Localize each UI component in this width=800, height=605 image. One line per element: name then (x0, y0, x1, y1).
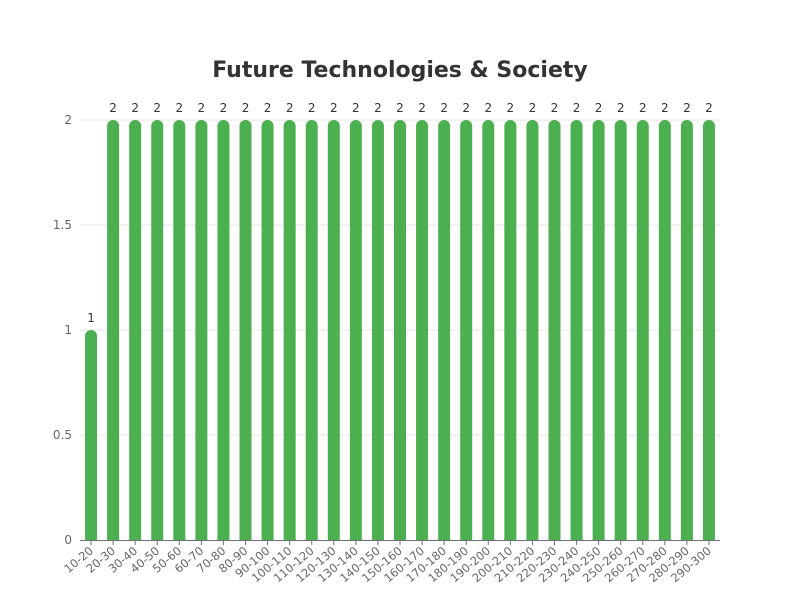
bar[interactable] (526, 120, 539, 540)
bar[interactable] (305, 120, 318, 540)
bar[interactable] (636, 120, 649, 540)
bar[interactable] (570, 120, 583, 540)
data-label: 2 (175, 101, 183, 115)
data-label: 2 (374, 101, 382, 115)
data-label: 2 (440, 101, 448, 115)
bar[interactable] (151, 120, 164, 540)
data-label: 2 (264, 101, 272, 115)
data-label: 2 (573, 101, 581, 115)
data-labels: 12 2 2 2 2 2 2 2 2 2 2 2 2 2 2 2 2 2 2 2 2 2 2 2 2 2 2 2 (87, 101, 713, 325)
data-label: 2 (352, 101, 360, 115)
bar[interactable] (173, 120, 186, 540)
y-tick-label: 0.5 (53, 428, 72, 442)
data-label: 2 (220, 101, 228, 115)
data-label: 2 (661, 101, 669, 115)
bar[interactable] (217, 120, 230, 540)
data-label: 2 (705, 101, 713, 115)
data-label: 2 (131, 101, 139, 115)
bar[interactable] (702, 120, 715, 540)
data-label: 2 (308, 101, 316, 115)
data-label: 2 (617, 101, 625, 115)
data-label: 2 (595, 101, 603, 115)
bar[interactable] (482, 120, 495, 540)
bars (85, 119, 715, 540)
bar[interactable] (614, 120, 627, 540)
data-label: 2 (286, 101, 294, 115)
bar[interactable] (416, 120, 429, 540)
bar[interactable] (460, 120, 473, 540)
bar[interactable] (438, 120, 451, 540)
bar[interactable] (283, 120, 296, 540)
bar[interactable] (327, 120, 340, 540)
data-label: 2 (484, 101, 492, 115)
bar[interactable] (261, 120, 274, 540)
data-label: 2 (396, 101, 404, 115)
bar[interactable] (394, 120, 406, 540)
data-label: 2 (198, 101, 206, 115)
chart-title: Future Technologies & Society (212, 58, 588, 83)
data-label: 2 (507, 101, 515, 115)
bar[interactable] (349, 120, 362, 540)
data-label: 2 (242, 101, 250, 115)
bar[interactable] (129, 120, 142, 540)
data-label: 2 (330, 101, 338, 115)
data-label: 2 (551, 101, 559, 115)
data-label: 2 (529, 101, 537, 115)
bar[interactable] (592, 120, 605, 540)
y-tick-label: 1.5 (53, 218, 72, 232)
y-tick-label: 2 (64, 113, 72, 127)
bar[interactable] (107, 120, 120, 540)
bar[interactable] (239, 120, 252, 540)
data-label: 2 (639, 101, 647, 115)
y-tick-label: 1 (64, 323, 72, 337)
data-label: 2 (109, 101, 117, 115)
bar[interactable] (680, 120, 693, 540)
bar[interactable] (548, 120, 561, 540)
data-label: 2 (462, 101, 470, 115)
data-label: 2 (418, 101, 426, 115)
bar[interactable] (195, 120, 208, 540)
bar[interactable] (85, 330, 98, 540)
data-label: 1 (87, 311, 95, 325)
y-tick-label: 0 (64, 533, 72, 547)
bar[interactable] (371, 120, 384, 540)
bar[interactable] (504, 119, 517, 540)
bar[interactable] (658, 120, 671, 540)
data-label: 2 (153, 101, 161, 115)
data-label: 2 (683, 101, 691, 115)
